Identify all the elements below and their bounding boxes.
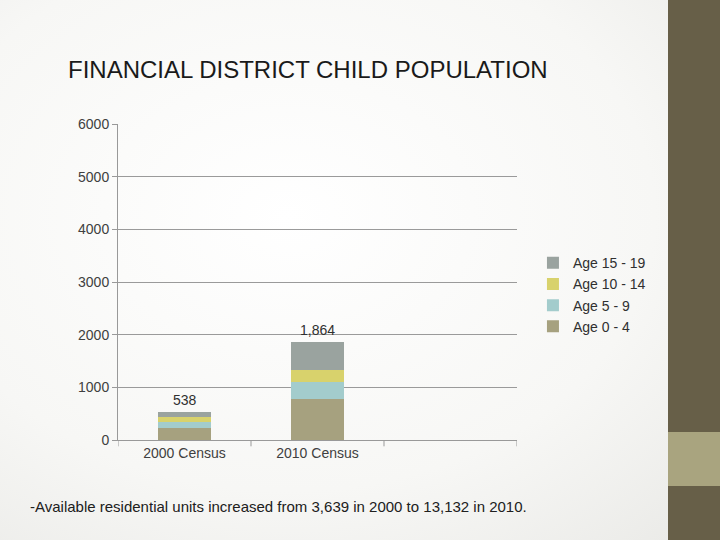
svg-text:1,864: 1,864	[300, 322, 335, 338]
svg-text:Age 0 - 4: Age 0 - 4	[573, 319, 630, 335]
svg-text:Age 10 - 14: Age 10 - 14	[573, 276, 646, 292]
svg-text:2000 Census: 2000 Census	[143, 445, 226, 461]
svg-text:0: 0	[101, 432, 109, 448]
svg-text:3000: 3000	[78, 274, 109, 290]
svg-text:6000: 6000	[78, 116, 109, 132]
svg-text:4000: 4000	[78, 221, 109, 237]
svg-text:2010 Census: 2010 Census	[276, 445, 359, 461]
svg-text:1000: 1000	[78, 379, 109, 395]
html-text:-Available residential units i: -Available residential units increased f…	[30, 498, 527, 515]
svg-text:Age 15 - 19: Age 15 - 19	[573, 255, 646, 271]
svg-text:2000: 2000	[78, 327, 109, 343]
svg-text:FINANCIAL DISTRICT CHILD POPUL: FINANCIAL DISTRICT CHILD POPULATION	[68, 56, 548, 83]
svg-text:Age 5 - 9: Age 5 - 9	[573, 298, 630, 314]
svg-text:5000: 5000	[78, 169, 109, 185]
svg-text:538: 538	[173, 392, 197, 408]
